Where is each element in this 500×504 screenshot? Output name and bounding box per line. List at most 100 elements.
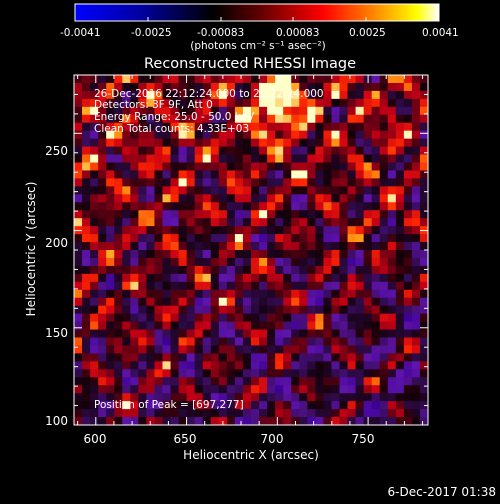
image-pixel xyxy=(419,154,428,163)
image-pixel xyxy=(419,297,428,307)
image-pixel xyxy=(371,186,381,195)
image-pixel xyxy=(275,186,284,195)
image-pixel xyxy=(210,146,220,155)
image-pixel xyxy=(106,385,115,394)
image-pixel xyxy=(379,337,389,346)
image-pixel xyxy=(283,162,292,171)
image-pixel xyxy=(379,98,389,108)
image-pixel xyxy=(419,194,428,203)
image-pixel xyxy=(210,417,220,425)
image-pixel xyxy=(242,90,252,100)
image-pixel xyxy=(210,226,220,235)
image-pixel xyxy=(106,98,115,108)
image-pixel xyxy=(419,186,428,195)
image-pixel xyxy=(251,218,260,227)
image-pixel xyxy=(74,106,83,116)
image-pixel xyxy=(106,186,115,195)
image-pixel xyxy=(202,242,212,251)
image-pixel xyxy=(339,305,348,315)
image-pixel xyxy=(387,321,397,330)
image-pixel xyxy=(275,154,284,163)
image-pixel xyxy=(251,401,260,410)
image-pixel xyxy=(275,130,284,140)
image-pixel xyxy=(138,369,147,378)
image-pixel xyxy=(106,353,115,362)
image-pixel xyxy=(74,265,83,275)
image-pixel xyxy=(210,313,220,322)
image-pixel xyxy=(186,202,196,211)
image-pixel xyxy=(114,385,123,394)
image-pixel xyxy=(98,114,107,124)
image-pixel xyxy=(122,313,131,322)
image-pixel xyxy=(347,210,356,219)
image-pixel xyxy=(242,75,252,84)
image-pixel xyxy=(210,337,220,346)
image-pixel xyxy=(178,353,188,362)
image-pixel xyxy=(106,146,115,155)
image-pixel xyxy=(363,242,373,251)
image-pixel xyxy=(299,401,308,410)
image-pixel xyxy=(299,305,308,315)
image-pixel xyxy=(259,82,268,92)
image-pixel xyxy=(194,82,204,92)
image-pixel xyxy=(315,401,324,410)
image-pixel xyxy=(242,178,252,187)
image-pixel xyxy=(371,281,381,291)
image-pixel xyxy=(226,313,236,322)
image-pixel xyxy=(98,361,107,370)
image-pixel xyxy=(355,138,365,147)
image-pixel xyxy=(154,98,163,108)
image-pixel xyxy=(162,377,171,386)
image-pixel xyxy=(291,202,300,211)
image-pixel xyxy=(355,329,365,338)
image-pixel xyxy=(98,75,107,84)
image-pixel xyxy=(82,234,91,243)
image-pixel xyxy=(218,234,228,243)
image-pixel xyxy=(267,401,276,410)
image-pixel xyxy=(82,162,91,171)
image-pixel xyxy=(419,329,428,338)
image-pixel xyxy=(82,385,91,394)
image-pixel xyxy=(251,265,260,275)
image-pixel xyxy=(395,305,405,315)
image-pixel xyxy=(395,162,405,171)
image-pixel xyxy=(363,90,373,100)
image-pixel xyxy=(315,234,324,243)
image-pixel xyxy=(379,377,389,386)
colorbar-tick-label: -0.0041 xyxy=(60,27,101,39)
image-pixel xyxy=(403,265,413,275)
image-pixel xyxy=(371,393,381,402)
image-pixel xyxy=(210,186,220,195)
image-pixel xyxy=(267,417,276,425)
image-pixel xyxy=(331,75,340,84)
image-pixel xyxy=(226,106,236,116)
image-pixel xyxy=(162,154,171,163)
image-pixel xyxy=(130,417,139,425)
image-pixel xyxy=(234,313,244,322)
image-pixel xyxy=(218,210,228,219)
image-pixel xyxy=(218,122,228,132)
image-pixel xyxy=(323,409,332,418)
image-pixel xyxy=(411,337,421,346)
image-pixel xyxy=(162,162,171,171)
image-pixel xyxy=(403,154,413,163)
image-pixel xyxy=(419,393,428,402)
image-pixel xyxy=(186,257,196,267)
image-pixel xyxy=(194,273,204,283)
image-pixel xyxy=(162,226,171,235)
image-pixel xyxy=(371,234,381,243)
image-pixel xyxy=(267,257,276,267)
image-pixel xyxy=(307,226,316,235)
image-pixel xyxy=(210,130,220,140)
image-pixel xyxy=(122,281,131,291)
image-pixel xyxy=(347,313,356,322)
image-pixel xyxy=(138,281,147,291)
image-pixel xyxy=(251,313,260,322)
image-pixel xyxy=(275,218,284,227)
image-pixel xyxy=(98,202,107,211)
image-pixel xyxy=(363,234,373,243)
image-pixel xyxy=(403,146,413,155)
image-pixel xyxy=(387,257,397,267)
image-pixel xyxy=(307,265,316,275)
y-axis-label: Heliocentric Y (arcsec) xyxy=(24,182,38,317)
